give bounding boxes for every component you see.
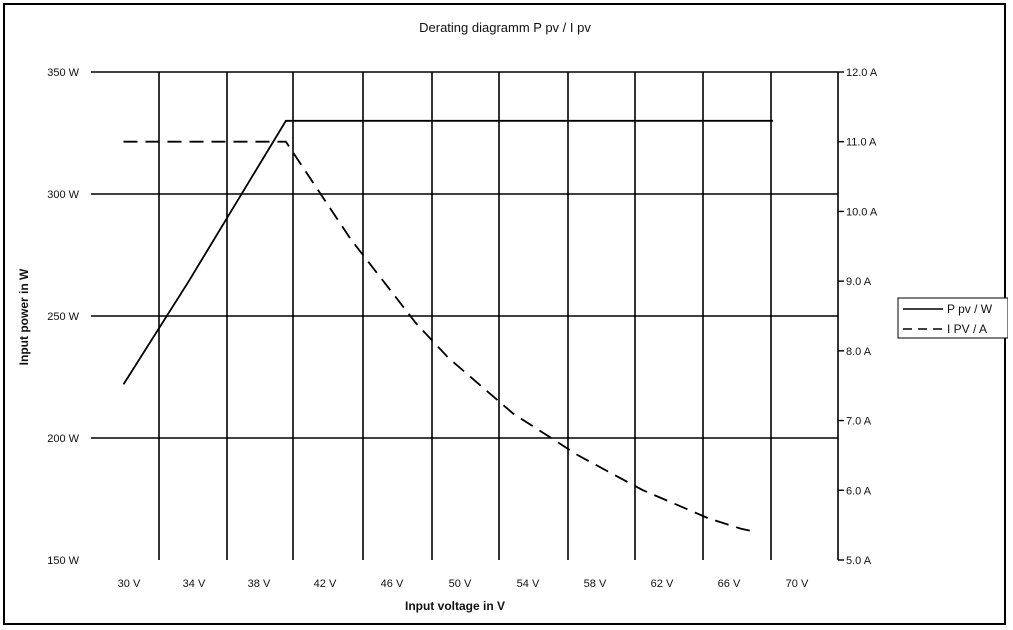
series-layer bbox=[122, 119, 773, 533]
series-line-1 bbox=[123, 140, 757, 533]
y-left-tick-label-3: 300 W bbox=[47, 189, 79, 201]
x-axis-ticks: 30 V 34 V 38 V 42 V 46 V 50 V 54 V 58 V 62 V 66 V… bbox=[118, 578, 809, 590]
left-axis-ticks: 150 W 200 W 250 W 300 W 350 W bbox=[47, 67, 79, 567]
x-tick-label-0: 30 V bbox=[118, 578, 141, 590]
x-tick-label-6: 54 V bbox=[517, 578, 540, 590]
chart-legend: P pv / W I PV / A bbox=[897, 297, 1008, 339]
y-left-tick-label-1: 200 W bbox=[47, 433, 79, 445]
chart-title: Derating diagramm P pv / I pv bbox=[419, 20, 591, 35]
legend-label-p-pv: P pv / W bbox=[947, 302, 993, 316]
x-tick-label-1: 34 V bbox=[183, 578, 206, 590]
x-tick-label-3: 42 V bbox=[314, 578, 337, 590]
legend-box bbox=[897, 297, 1008, 339]
y-axis-title: Input power in W bbox=[17, 268, 31, 365]
y-right-tick-label-6: 11.0 A bbox=[846, 137, 877, 149]
derating-chart: Derating diagramm P pv / I pv 150 W 200 W… bbox=[17, 20, 1008, 613]
y-left-tick-label-2: 250 W bbox=[47, 311, 79, 323]
y-right-tick-label-4: 9.0 A bbox=[846, 276, 872, 288]
right-axis-ticks: 5.0 A 6.0 A 7.0 A 8.0 A 9.0 A 10.0 A 11.0 A 12.… bbox=[838, 67, 878, 567]
grid-lines bbox=[91, 71, 839, 560]
y-right-tick-label-5: 10.0 A bbox=[846, 206, 878, 218]
x-tick-label-10: 70 V bbox=[786, 578, 809, 590]
x-tick-label-4: 46 V bbox=[381, 578, 404, 590]
y-right-tick-label-7: 12.0 A bbox=[846, 67, 878, 79]
chart-frame: Derating diagramm P pv / I pv 150 W 200 W… bbox=[3, 3, 1008, 625]
x-tick-label-8: 62 V bbox=[651, 578, 674, 590]
series-line-0 bbox=[122, 119, 773, 385]
y-left-tick-label-4: 350 W bbox=[47, 67, 79, 79]
x-tick-label-9: 66 V bbox=[718, 578, 741, 590]
y-right-tick-label-0: 5.0 A bbox=[846, 555, 872, 567]
y-right-tick-label-1: 6.0 A bbox=[846, 485, 872, 497]
x-axis-title: Input voltage in V bbox=[405, 599, 505, 613]
y-right-tick-label-2: 7.0 A bbox=[846, 416, 872, 428]
y-right-tick-label-3: 8.0 A bbox=[846, 346, 872, 358]
x-tick-label-5: 50 V bbox=[449, 578, 472, 590]
x-tick-label-2: 38 V bbox=[248, 578, 271, 590]
x-tick-label-7: 58 V bbox=[584, 578, 607, 590]
legend-label-i-pv: I PV / A bbox=[947, 322, 987, 336]
y-left-tick-label-0: 150 W bbox=[47, 555, 79, 567]
